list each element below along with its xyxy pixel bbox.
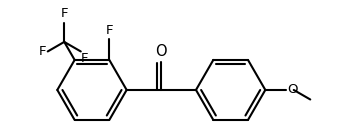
Text: O: O bbox=[287, 83, 297, 96]
Text: F: F bbox=[106, 24, 113, 37]
Text: F: F bbox=[38, 45, 46, 58]
Text: F: F bbox=[81, 52, 89, 65]
Text: F: F bbox=[61, 7, 68, 20]
Text: O: O bbox=[155, 44, 167, 59]
